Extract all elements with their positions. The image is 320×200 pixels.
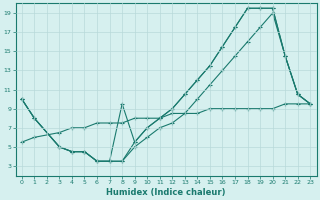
X-axis label: Humidex (Indice chaleur): Humidex (Indice chaleur) (106, 188, 226, 197)
